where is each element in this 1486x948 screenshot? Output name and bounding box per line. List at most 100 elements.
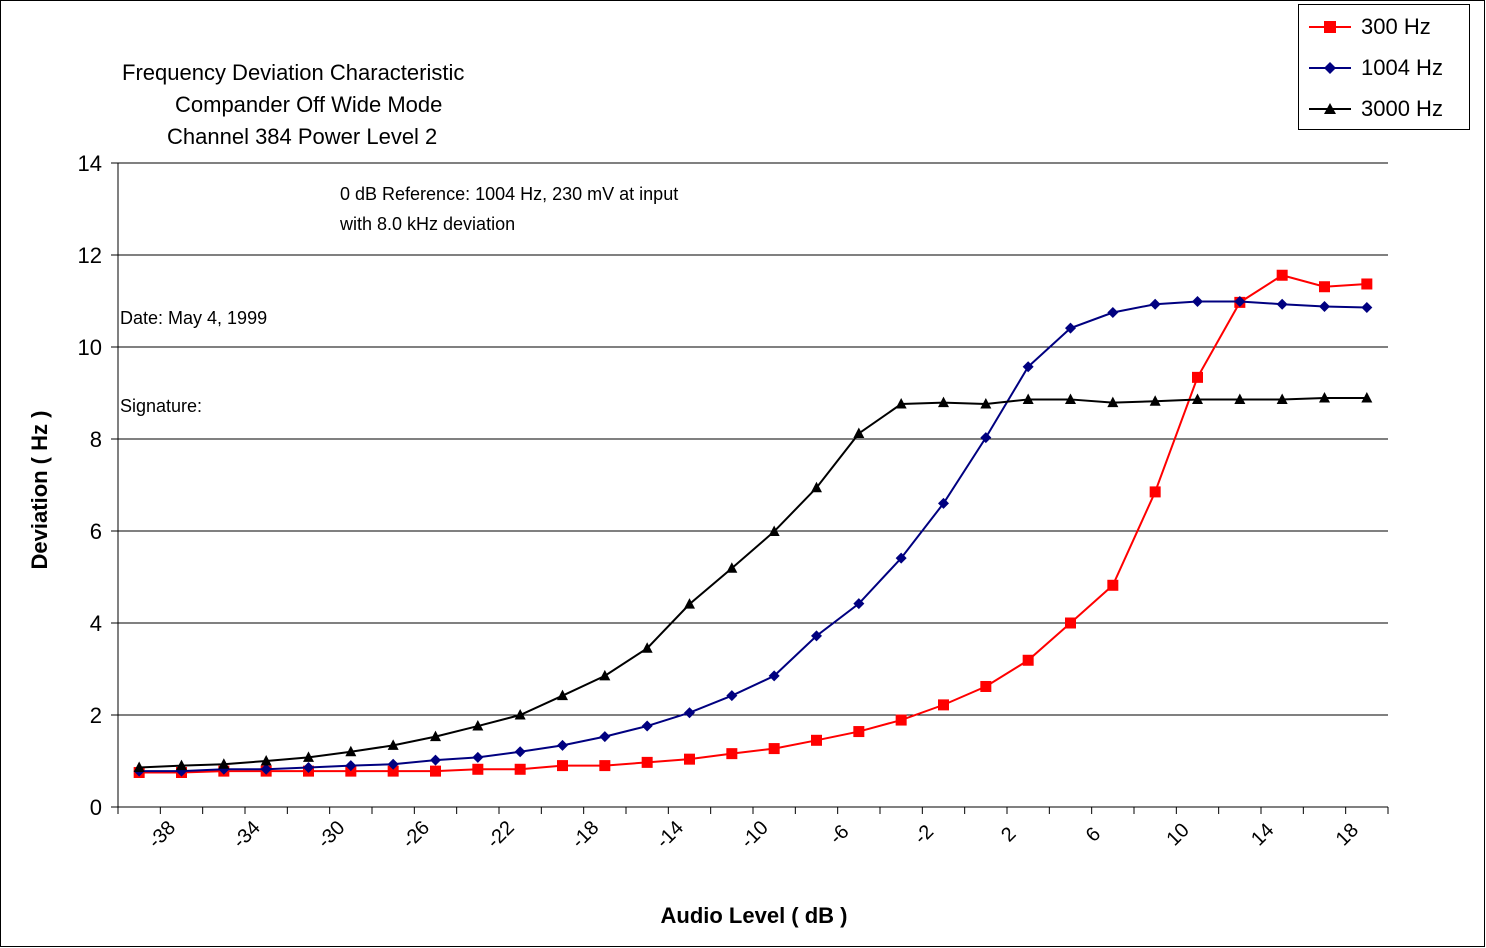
data-point <box>895 398 907 409</box>
data-point <box>599 760 611 772</box>
data-point <box>599 731 611 743</box>
data-point <box>1361 278 1373 290</box>
y-tick-label: 0 <box>90 795 102 820</box>
data-point <box>980 432 992 444</box>
chart-title-line-2: Compander Off Wide Mode <box>175 92 443 117</box>
data-point <box>684 598 695 609</box>
data-point <box>853 427 865 438</box>
data-point <box>387 739 399 750</box>
series-line-3000hz <box>139 397 1367 769</box>
data-point <box>768 525 780 536</box>
data-point <box>1276 393 1288 404</box>
series-line-1004hz <box>139 300 1367 773</box>
data-point <box>387 765 399 777</box>
legend-label-300hz: 300 Hz <box>1361 14 1431 39</box>
signature-annotation: Signature: <box>120 396 203 416</box>
y-tick-label: 8 <box>90 427 102 452</box>
data-point <box>1234 295 1246 307</box>
data-point <box>1022 393 1034 404</box>
gridlines <box>118 162 1388 716</box>
legend-swatch-300hz <box>1309 21 1351 33</box>
data-point <box>641 720 653 732</box>
series-line-300hz <box>139 274 1367 774</box>
series-300hz <box>133 269 1373 778</box>
data-point <box>260 755 272 766</box>
data-point <box>684 707 695 719</box>
reference-note-line-2: with 8.0 kHz deviation <box>340 214 516 234</box>
data-point <box>303 751 314 762</box>
data-point <box>1065 322 1076 334</box>
data-point <box>472 763 484 775</box>
data-point <box>430 765 441 777</box>
series-1004hz <box>133 295 1373 777</box>
data-point <box>1276 298 1288 310</box>
series-3000hz <box>133 392 1373 772</box>
data-point <box>133 761 145 772</box>
legend-item-300hz: 300 Hz <box>1299 11 1469 41</box>
series-lines <box>133 269 1373 778</box>
data-point <box>938 396 949 408</box>
data-point <box>811 630 822 642</box>
data-point <box>853 598 865 610</box>
data-point <box>684 753 695 765</box>
data-point <box>430 754 441 766</box>
data-point <box>726 690 738 702</box>
data-point <box>514 763 526 775</box>
y-tick-label: 14 <box>78 151 102 176</box>
data-point <box>1149 486 1161 498</box>
data-point <box>1319 392 1330 403</box>
chart-legend: 300 Hz 1004 Hz 3000 Hz <box>1298 4 1470 130</box>
legend-label-3000hz: 3000 Hz <box>1361 96 1443 121</box>
data-point <box>1319 301 1330 313</box>
data-point <box>599 669 611 681</box>
data-point <box>1107 307 1119 318</box>
data-point <box>1107 396 1119 408</box>
data-point <box>895 714 907 726</box>
legend-label-1004hz: 1004 Hz <box>1361 55 1443 80</box>
data-point <box>641 642 653 653</box>
data-point <box>980 398 992 409</box>
data-point <box>1361 392 1373 403</box>
data-point <box>218 758 230 769</box>
data-point <box>557 689 568 701</box>
data-point <box>1234 393 1246 404</box>
data-point <box>1319 281 1330 293</box>
data-point <box>1022 361 1034 373</box>
data-point <box>176 759 187 771</box>
data-point <box>726 748 738 760</box>
data-point <box>260 763 272 775</box>
data-point <box>1065 393 1076 404</box>
data-point <box>1022 654 1034 666</box>
y-axis-label: Deviation ( Hz ) <box>27 410 52 570</box>
data-point <box>811 481 822 493</box>
y-tick-label: 12 <box>78 243 102 268</box>
data-point <box>472 751 484 763</box>
data-point <box>641 756 653 768</box>
data-point <box>1149 395 1161 406</box>
data-point <box>1065 617 1076 629</box>
data-point <box>514 709 526 720</box>
data-point <box>1361 301 1373 313</box>
legend-swatch-3000hz <box>1309 103 1351 114</box>
axes <box>111 162 1389 814</box>
date-annotation: Date: May 4, 1999 <box>120 308 268 328</box>
chart-title-line-1: Frequency Deviation Characteristic <box>122 60 465 85</box>
data-point <box>345 765 357 777</box>
data-point <box>768 743 780 755</box>
data-point <box>557 739 568 751</box>
legend-item-3000hz: 3000 Hz <box>1299 93 1469 123</box>
data-point <box>430 730 441 742</box>
data-point <box>726 562 738 573</box>
reference-note-line-1: 0 dB Reference: 1004 Hz, 230 mV at input <box>340 184 679 204</box>
y-tick-label: 2 <box>90 703 102 728</box>
data-point <box>768 670 780 682</box>
data-point <box>1192 393 1203 404</box>
data-point <box>345 760 357 772</box>
legend-swatch-1004hz <box>1309 62 1351 74</box>
data-point <box>1192 295 1203 307</box>
data-point <box>853 726 865 738</box>
data-point <box>387 758 399 770</box>
